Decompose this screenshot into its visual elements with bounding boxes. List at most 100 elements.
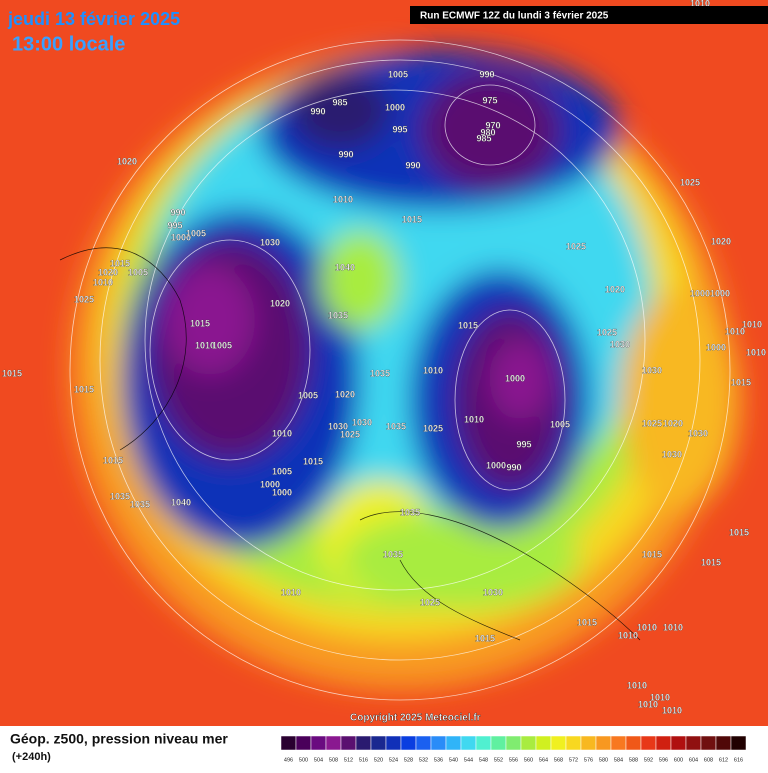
scale-swatch bbox=[340, 735, 357, 751]
scale-label: 504 bbox=[314, 757, 323, 763]
isobar-label: 1020 bbox=[605, 284, 625, 294]
isobar-label: 1010 bbox=[662, 705, 682, 715]
scale-label: 588 bbox=[629, 757, 638, 763]
isobar-label: 1015 bbox=[577, 617, 597, 627]
isobar-label: 1015 bbox=[475, 633, 495, 643]
isobar-label: 985 bbox=[476, 133, 491, 143]
scale-label: 512 bbox=[344, 757, 353, 763]
isobar-label: 990 bbox=[338, 149, 353, 159]
scale-swatch bbox=[325, 735, 342, 751]
scale-label: 524 bbox=[389, 757, 398, 763]
isobar-label: 1010 bbox=[464, 414, 484, 424]
scale-label: 552 bbox=[494, 757, 503, 763]
isobar-label: 1015 bbox=[190, 318, 210, 328]
isobar-label: 1015 bbox=[642, 549, 662, 559]
isobar-label: 975 bbox=[482, 95, 497, 105]
isobar-label: 1010 bbox=[725, 326, 745, 336]
isobar-label: 1025 bbox=[423, 423, 443, 433]
time: 13:00 locale bbox=[12, 33, 125, 55]
isobar-label: 1035 bbox=[328, 310, 348, 320]
scale-swatch bbox=[730, 735, 747, 751]
scale-swatch bbox=[355, 735, 372, 751]
isobar-label: 1010 bbox=[93, 277, 113, 287]
scale-swatch bbox=[550, 735, 567, 751]
scale-swatch bbox=[520, 735, 537, 751]
isobar-label: 1035 bbox=[130, 499, 150, 509]
isobar-label: 1010 bbox=[195, 340, 215, 350]
isobar-label: 1025 bbox=[680, 177, 700, 187]
isobar-label: 1035 bbox=[370, 368, 390, 378]
run-text: Run ECMWF 12Z du lundi 3 février 2025 bbox=[420, 11, 609, 22]
isobar-label: 985 bbox=[332, 97, 347, 107]
isobar-label: 1010 bbox=[690, 0, 710, 8]
isobar-label: 1000 bbox=[690, 288, 710, 298]
isobar-label: 1025 bbox=[340, 429, 360, 439]
scale-label: 500 bbox=[299, 757, 308, 763]
scale-swatch bbox=[610, 735, 627, 751]
isobar-label: 1015 bbox=[303, 456, 323, 466]
scale-swatch bbox=[700, 735, 717, 751]
scale-swatch bbox=[385, 735, 402, 751]
isobar-label: 1020 bbox=[117, 156, 137, 166]
scale-label: 528 bbox=[404, 757, 413, 763]
scale-label: 600 bbox=[674, 757, 683, 763]
isobar-label: 1025 bbox=[74, 294, 94, 304]
isobar-label: 995 bbox=[516, 439, 531, 449]
isobar-label: 995 bbox=[167, 220, 182, 230]
isobar-label: 1000 bbox=[706, 342, 726, 352]
isobar-label: 1000 bbox=[385, 102, 405, 112]
isobar-label: 1000 bbox=[272, 487, 292, 497]
isobar-label: 1000 bbox=[505, 373, 525, 383]
scale-swatch bbox=[460, 735, 477, 751]
isobar-label: 1010 bbox=[627, 680, 647, 690]
date: jeudi 13 février 2025 bbox=[7, 9, 180, 29]
scale-swatch bbox=[430, 735, 447, 751]
isobar-label: 1030 bbox=[352, 417, 372, 427]
isobar-label: 1030 bbox=[610, 339, 630, 349]
scale-swatch bbox=[640, 735, 657, 751]
isobar-label: 1025 bbox=[566, 241, 586, 251]
isobar-label: 1020 bbox=[270, 298, 290, 308]
scale-label: 520 bbox=[374, 757, 383, 763]
scale-swatch bbox=[715, 735, 732, 751]
isobar-label: 1030 bbox=[642, 365, 662, 375]
isobar-label: 1010 bbox=[281, 587, 301, 597]
isobar-label: 990 bbox=[506, 462, 521, 472]
isobar-label: 970 bbox=[485, 120, 500, 130]
isobar-label: 1005 bbox=[550, 419, 570, 429]
isobar-label: 1010 bbox=[638, 699, 658, 709]
scale-label: 560 bbox=[524, 757, 533, 763]
scale-label: 516 bbox=[359, 757, 368, 763]
isobar-label: 1010 bbox=[272, 428, 292, 438]
scale-swatch bbox=[400, 735, 417, 751]
isobar-label: 995 bbox=[392, 124, 407, 134]
product: Géop. z500, pression niveau mer bbox=[10, 731, 228, 747]
isobar-label: 1035 bbox=[386, 421, 406, 431]
scale-swatch bbox=[505, 735, 522, 751]
isobar-label: 990 bbox=[479, 69, 494, 79]
isobar-label: 1010 bbox=[618, 630, 638, 640]
isobar-label: 1015 bbox=[2, 368, 22, 378]
isobar-label: 1020 bbox=[98, 267, 118, 277]
isobar-label: 1000 bbox=[171, 232, 191, 242]
isobar-label: 1040 bbox=[171, 497, 191, 507]
isobar-label: 1005 bbox=[186, 228, 206, 238]
isobar-label: 1005 bbox=[128, 267, 148, 277]
isobar-label: 990 bbox=[310, 106, 325, 116]
isobar-label: 1020 bbox=[663, 418, 683, 428]
isobar-label: 1000 bbox=[486, 460, 506, 470]
isobar-label: 1005 bbox=[298, 390, 318, 400]
isobar-label: 1010 bbox=[746, 347, 766, 357]
isobar-labels: 1020990995100010051015100510201010102510… bbox=[2, 0, 766, 716]
isobar-label: 1015 bbox=[701, 557, 721, 567]
isobar-label: 1010 bbox=[333, 194, 353, 204]
isobar-label: 1010 bbox=[637, 622, 657, 632]
scale-label: 536 bbox=[434, 757, 443, 763]
scale-label: 532 bbox=[419, 757, 428, 763]
scale-swatch bbox=[280, 735, 297, 751]
isobar-label: 1010 bbox=[650, 692, 670, 702]
scale-swatch bbox=[535, 735, 552, 751]
scale-swatch bbox=[580, 735, 597, 751]
isobar-label: 1000 bbox=[260, 479, 280, 489]
